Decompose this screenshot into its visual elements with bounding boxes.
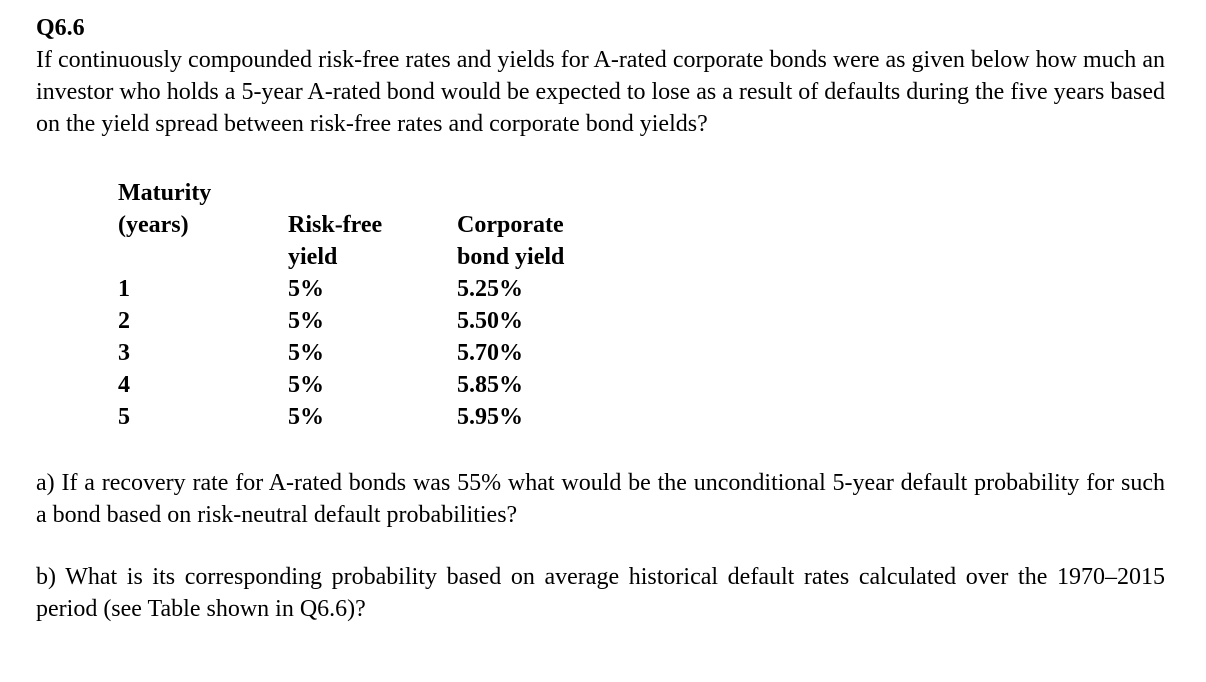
- cell-corporate-bond-yield: 5.25%: [457, 276, 523, 302]
- header-maturity-line1: Maturity: [118, 180, 212, 206]
- table-header-row: Maturity (years) Risk-free yield Corpora…: [118, 177, 564, 273]
- cell-corporate-bond-yield: 5.50%: [457, 308, 523, 334]
- part-b-text: b) What is its corresponding probability…: [36, 564, 1165, 622]
- table-row: 1 5% 5.25%: [118, 273, 564, 305]
- cell-maturity: 1: [118, 276, 130, 302]
- header-corporate-line2: bond yield: [457, 244, 565, 270]
- cell-maturity: 4: [118, 372, 130, 398]
- table-row: 3 5% 5.70%: [118, 337, 564, 369]
- header-maturity: Maturity (years): [118, 177, 288, 273]
- header-risk-free-yield: Risk-free yield: [288, 177, 457, 273]
- cell-maturity: 5: [118, 404, 130, 430]
- question-intro: If continuously compounded risk-free rat…: [36, 47, 1165, 137]
- part-a-text: a) If a recovery rate for A-rated bonds …: [36, 470, 1165, 528]
- table-row: 5 5% 5.95%: [118, 401, 564, 433]
- header-maturity-line2: (years): [118, 212, 189, 238]
- cell-risk-free-yield: 5%: [288, 404, 324, 430]
- table-row: 4 5% 5.85%: [118, 369, 564, 401]
- cell-maturity: 2: [118, 308, 130, 334]
- yield-table: Maturity (years) Risk-free yield Corpora…: [118, 177, 564, 433]
- cell-corporate-bond-yield: 5.70%: [457, 340, 523, 366]
- header-corporate-bond-yield: Corporate bond yield: [457, 177, 564, 273]
- cell-risk-free-yield: 5%: [288, 340, 324, 366]
- cell-corporate-bond-yield: 5.95%: [457, 404, 523, 430]
- header-risk-free-line2: yield: [288, 244, 338, 270]
- header-corporate-line1: Corporate: [457, 212, 564, 238]
- header-risk-free-line1: Risk-free: [288, 212, 383, 238]
- cell-risk-free-yield: 5%: [288, 372, 324, 398]
- table-row: 2 5% 5.50%: [118, 305, 564, 337]
- cell-maturity: 3: [118, 340, 130, 366]
- cell-corporate-bond-yield: 5.85%: [457, 372, 523, 398]
- question-id: Q6.6: [36, 15, 85, 41]
- cell-risk-free-yield: 5%: [288, 276, 324, 302]
- cell-risk-free-yield: 5%: [288, 308, 324, 334]
